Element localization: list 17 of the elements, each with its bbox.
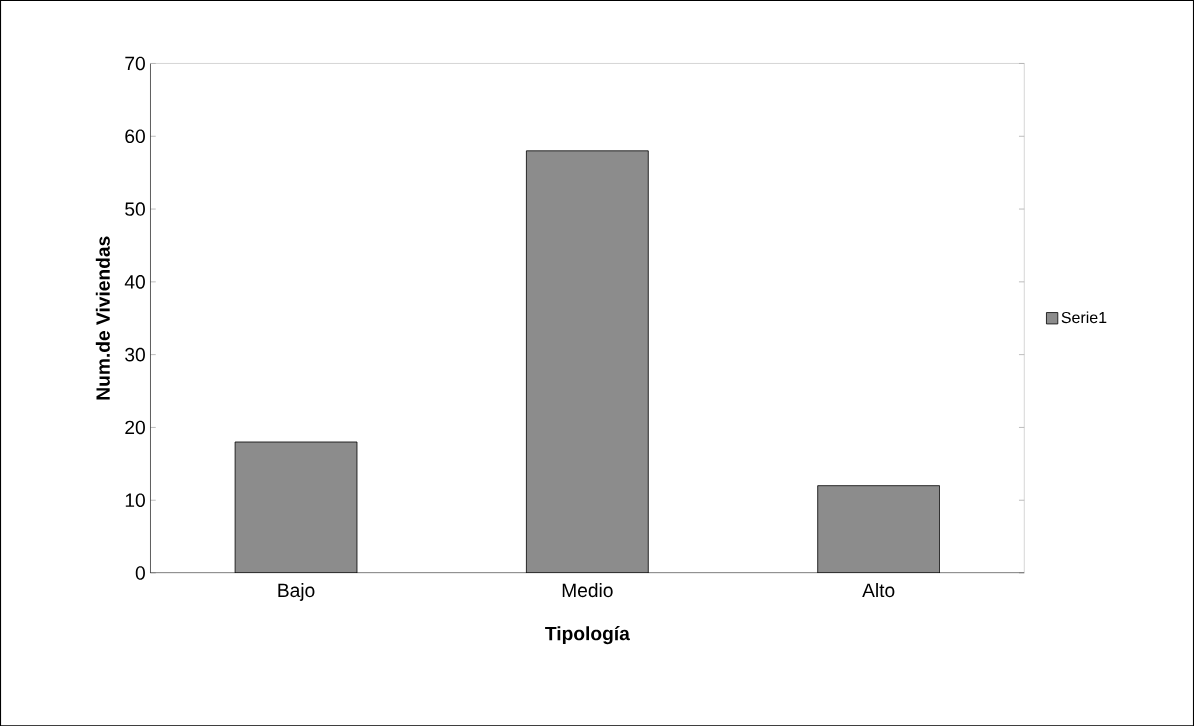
y-axis-title: Num.de Viviendas	[95, 236, 110, 400]
x-tick-label: Medio	[562, 582, 613, 597]
y-tick-label: 0	[135, 566, 145, 580]
bar	[234, 441, 358, 573]
y-tick-label: 30	[125, 347, 145, 362]
y-tick-label: 50	[125, 202, 145, 216]
y-tick-label: 10	[125, 493, 145, 507]
bar	[526, 150, 649, 573]
x-tick-label: Alto	[862, 582, 895, 597]
y-tick-label: 70	[125, 56, 145, 71]
bar	[817, 485, 940, 573]
y-tick-label: 40	[124, 274, 145, 289]
legend-label: Serie1	[1061, 311, 1107, 323]
x-axis-title: Tipología	[545, 625, 630, 644]
x-tick-label: Bajo	[278, 582, 315, 601]
y-tick-label: 60	[125, 129, 145, 143]
y-tick-label: 20	[125, 420, 145, 435]
